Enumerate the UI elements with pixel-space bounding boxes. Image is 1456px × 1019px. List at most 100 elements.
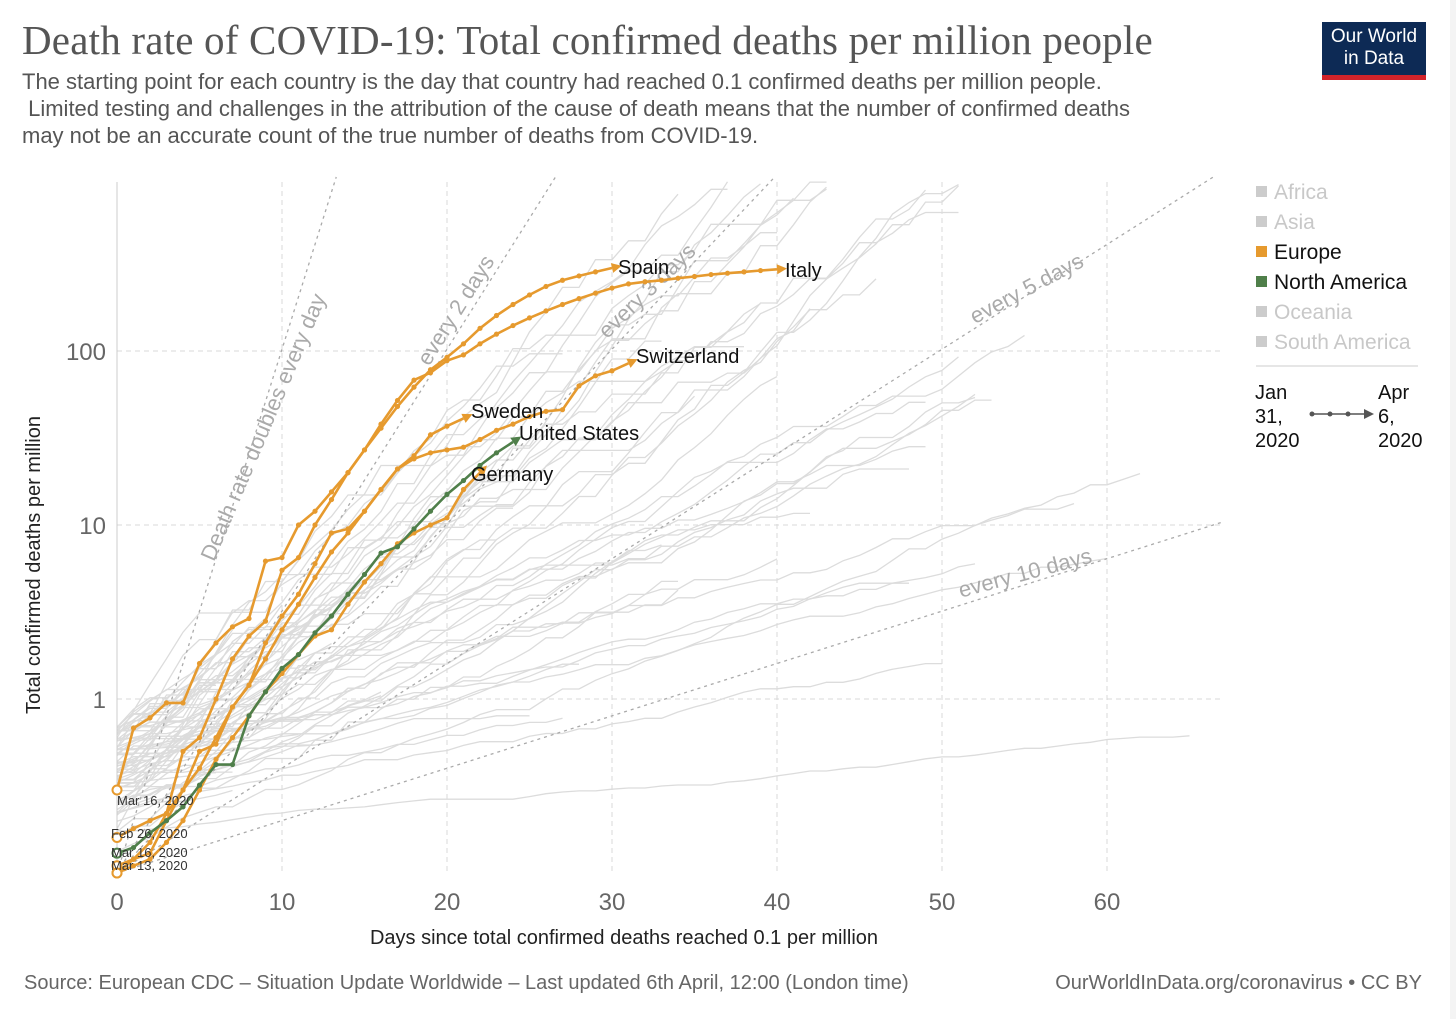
series-point — [543, 283, 549, 290]
series-point — [493, 427, 500, 433]
series-label: Germany — [471, 464, 553, 486]
logo-line: in Data — [1343, 48, 1405, 69]
legend-item[interactable]: Oceania — [1256, 301, 1353, 324]
series-point — [312, 561, 318, 567]
series-point — [295, 591, 302, 597]
series-point — [229, 761, 236, 768]
series-point — [246, 713, 252, 719]
legend-item[interactable]: Asia — [1256, 211, 1315, 234]
series-point — [213, 761, 219, 768]
background-country-line — [116, 393, 976, 736]
series-line — [116, 440, 514, 855]
background-country-line — [116, 446, 926, 734]
doubling-guide-line — [116, 521, 1223, 874]
owid-logo[interactable]: Our World in Data — [1322, 22, 1426, 80]
series-point — [229, 704, 236, 710]
series-point — [147, 850, 153, 856]
series-point — [147, 818, 153, 824]
series-point — [345, 530, 351, 536]
series-end-arrow — [626, 358, 638, 368]
series-point — [658, 277, 665, 283]
series-point — [328, 627, 335, 633]
series-point — [279, 567, 285, 573]
series-point — [576, 273, 582, 279]
timeline-dot — [1327, 411, 1333, 417]
series-point — [147, 839, 153, 845]
series-point — [361, 447, 368, 453]
series-end-arrow — [461, 413, 473, 423]
y-tick-label: 10 — [79, 513, 106, 540]
series-point — [328, 530, 335, 536]
series-point — [576, 383, 582, 389]
background-country-line — [116, 472, 1141, 765]
series-point — [576, 296, 582, 302]
background-country-line — [117, 580, 678, 806]
series-point — [675, 275, 681, 281]
x-tick-label: 30 — [599, 889, 626, 916]
background-country-line — [116, 181, 729, 728]
series-point — [477, 436, 483, 443]
background-country-line — [117, 188, 728, 788]
legend-item[interactable]: North America — [1256, 271, 1407, 294]
series-point — [229, 735, 236, 741]
series-point — [196, 765, 203, 771]
series-point — [559, 407, 566, 413]
series-point — [213, 756, 219, 762]
series-point — [378, 550, 384, 556]
series-point — [741, 269, 747, 275]
window-edge — [1450, 0, 1456, 1019]
background-country-line — [116, 662, 942, 815]
timeline-end-label: Apr — [1378, 382, 1409, 404]
series-point — [328, 489, 335, 495]
timeline-control[interactable] — [1309, 409, 1375, 419]
background-country-line — [116, 353, 563, 732]
series-point — [592, 290, 599, 296]
x-tick-label: 10 — [269, 889, 296, 916]
series-point — [477, 462, 483, 469]
background-country-line — [116, 626, 299, 729]
x-tick-label: 0 — [110, 889, 123, 916]
timeline-arrow-icon — [1364, 409, 1374, 419]
background-country-line — [117, 733, 299, 750]
series-point — [262, 689, 269, 695]
series-point — [213, 741, 219, 747]
series-point — [180, 787, 186, 793]
doubling-guide-line — [116, 176, 776, 874]
legend-item[interactable]: Africa — [1256, 181, 1328, 204]
series-point — [279, 665, 285, 671]
series-point — [213, 735, 219, 741]
timeline-dot — [1309, 411, 1315, 417]
series-point — [361, 579, 368, 585]
series-label: Italy — [785, 260, 822, 282]
series-point — [130, 825, 137, 832]
credit-link[interactable]: OurWorldInData.org/coronavirus • CC BY — [1055, 972, 1422, 994]
background-country-line — [116, 717, 563, 804]
legend-item[interactable]: South America — [1256, 331, 1411, 354]
legend-label: Europe — [1274, 241, 1342, 264]
series-point — [493, 312, 500, 319]
background-country-line — [117, 691, 382, 803]
series-point — [196, 748, 203, 754]
series-point — [279, 627, 285, 633]
series-end-arrow — [476, 465, 487, 477]
series-point — [444, 423, 450, 429]
background-country-line — [117, 582, 909, 751]
legend-item[interactable]: Europe — [1256, 241, 1342, 264]
series-point — [163, 839, 170, 845]
chart-title: Death rate of COVID-19: Total confirmed … — [22, 17, 1153, 63]
x-axis-label: Days since total confirmed deaths reache… — [370, 927, 878, 949]
series-point — [180, 818, 186, 824]
series-start-point — [111, 867, 123, 879]
doubling-guide-label: every 10 days — [956, 543, 1095, 603]
series-point — [328, 496, 335, 503]
series-point — [642, 279, 648, 285]
series-start-point — [111, 847, 123, 859]
series-point — [757, 267, 764, 274]
series-label: Sweden — [471, 401, 543, 423]
series-point — [361, 571, 368, 578]
series-point — [295, 522, 302, 528]
series-point — [559, 277, 566, 283]
series-point — [163, 700, 170, 706]
series-point — [213, 640, 219, 646]
series-point — [460, 341, 467, 347]
